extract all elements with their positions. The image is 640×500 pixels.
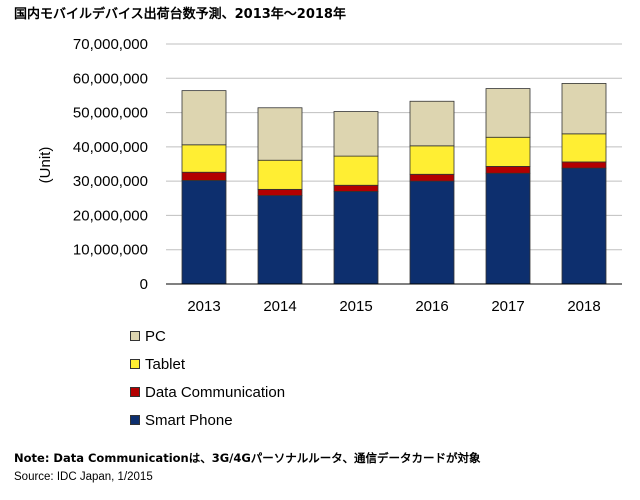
- bar-tablet-2014: [257, 159, 303, 190]
- chart-note: Note: Data Communicationは、3G/4Gパーソナルルータ、…: [14, 451, 481, 465]
- y-tick-label: 0: [140, 276, 148, 293]
- bar-tablet-2016: [409, 145, 455, 175]
- gridlines: [166, 43, 622, 251]
- bar-data-communication-2016: [409, 173, 455, 182]
- x-tick-label: 2017: [491, 298, 524, 315]
- legend: PC Tablet Data Communication Smart Phone: [130, 322, 285, 434]
- legend-swatch-data-communication: [130, 387, 140, 397]
- bar-data-communication-2018: [561, 161, 607, 169]
- bar-smart-phone-2015: [333, 191, 379, 285]
- bar-pc-2014: [257, 107, 303, 161]
- bar-data-communication-2017: [485, 165, 531, 174]
- chart-source: Source: IDC Japan, 1/2015: [14, 471, 153, 483]
- bar-smart-phone-2017: [485, 172, 531, 285]
- y-tick-label: 10,000,000: [73, 242, 148, 259]
- y-tick-label: 50,000,000: [73, 105, 148, 122]
- legend-swatch-smart-phone: [130, 415, 140, 425]
- legend-item-smart-phone: Smart Phone: [130, 406, 285, 434]
- bar-tablet-2015: [333, 155, 379, 186]
- legend-label: Data Communication: [145, 383, 286, 401]
- bar-smart-phone-2014: [257, 195, 303, 285]
- bar-tablet-2013: [181, 144, 227, 173]
- stacked-bar-chart: 0 10,000,000 20,000,000 30,000,000 40,000,00…: [37, 36, 622, 315]
- bar-pc-2013: [181, 90, 227, 146]
- legend-item-pc: PC: [130, 322, 285, 350]
- y-axis-label: (Unit): [37, 147, 54, 184]
- x-tick-label: 2014: [263, 298, 296, 315]
- bar-pc-2016: [409, 100, 455, 147]
- y-tick-label: 70,000,000: [73, 36, 148, 53]
- bar-pc-2017: [485, 88, 531, 138]
- legend-label: PC: [145, 327, 166, 345]
- bar-pc-2018: [561, 83, 607, 135]
- legend-item-tablet: Tablet: [130, 350, 285, 378]
- legend-item-data-communication: Data Communication: [130, 378, 285, 406]
- bar-data-communication-2014: [257, 188, 303, 196]
- y-tick-label: 40,000,000: [73, 139, 148, 156]
- chart-title: 国内モバイルデバイス出荷台数予測、2013年～2018年: [14, 7, 346, 22]
- x-axis-ticks: 2013 2014 2015 2016 2017 2018: [187, 298, 600, 315]
- x-tick-label: 2013: [187, 298, 220, 315]
- bar-smart-phone-2018: [561, 167, 607, 285]
- y-tick-label: 20,000,000: [73, 207, 148, 224]
- x-tick-label: 2018: [567, 298, 600, 315]
- x-tick-label: 2015: [339, 298, 372, 315]
- bar-tablet-2018: [561, 133, 607, 163]
- y-axis-ticks: 0 10,000,000 20,000,000 30,000,000 40,000,00…: [73, 36, 148, 293]
- x-tick-label: 2016: [415, 298, 448, 315]
- legend-swatch-tablet: [130, 359, 140, 369]
- bar-smart-phone-2016: [409, 180, 455, 285]
- bar-data-communication-2015: [333, 184, 379, 192]
- legend-label: Smart Phone: [145, 411, 233, 429]
- bars: [181, 83, 607, 285]
- y-tick-label: 30,000,000: [73, 173, 148, 190]
- bar-data-communication-2013: [181, 171, 227, 181]
- bar-smart-phone-2013: [181, 180, 227, 285]
- bar-pc-2015: [333, 111, 379, 157]
- legend-label: Tablet: [145, 355, 186, 373]
- bar-tablet-2017: [485, 136, 531, 167]
- y-tick-label: 60,000,000: [73, 70, 148, 87]
- legend-swatch-pc: [130, 331, 140, 341]
